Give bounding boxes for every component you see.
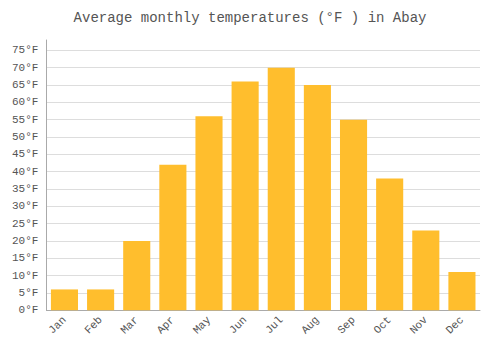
svg-text:45°F: 45°F [12, 148, 38, 160]
svg-text:Aug: Aug [299, 314, 321, 336]
svg-text:Nov: Nov [408, 314, 431, 337]
svg-text:Mar: Mar [119, 314, 141, 336]
svg-text:50°F: 50°F [12, 131, 38, 143]
svg-text:30°F: 30°F [12, 200, 38, 212]
svg-text:Dec: Dec [444, 314, 466, 336]
svg-text:35°F: 35°F [12, 183, 38, 195]
svg-text:55°F: 55°F [12, 114, 38, 126]
svg-text:Feb: Feb [82, 314, 104, 336]
svg-text:Average monthly temperatures (: Average monthly temperatures (°F ) in Ab… [74, 10, 427, 26]
svg-text:Jan: Jan [46, 314, 68, 336]
svg-text:15°F: 15°F [12, 252, 38, 264]
svg-text:Jul: Jul [263, 314, 285, 336]
svg-text:0°F: 0°F [19, 304, 39, 316]
svg-text:Sep: Sep [335, 314, 357, 336]
svg-text:May: May [191, 314, 214, 337]
svg-text:Apr: Apr [155, 314, 177, 336]
svg-text:70°F: 70°F [12, 62, 38, 74]
svg-text:40°F: 40°F [12, 166, 38, 178]
svg-text:5°F: 5°F [19, 287, 39, 299]
svg-text:10°F: 10°F [12, 270, 38, 282]
svg-text:20°F: 20°F [12, 235, 38, 247]
svg-text:25°F: 25°F [12, 218, 38, 230]
svg-text:75°F: 75°F [12, 44, 38, 56]
svg-text:60°F: 60°F [12, 96, 38, 108]
svg-text:Oct: Oct [371, 314, 393, 336]
svg-text:65°F: 65°F [12, 79, 38, 91]
svg-text:Jun: Jun [227, 314, 249, 336]
